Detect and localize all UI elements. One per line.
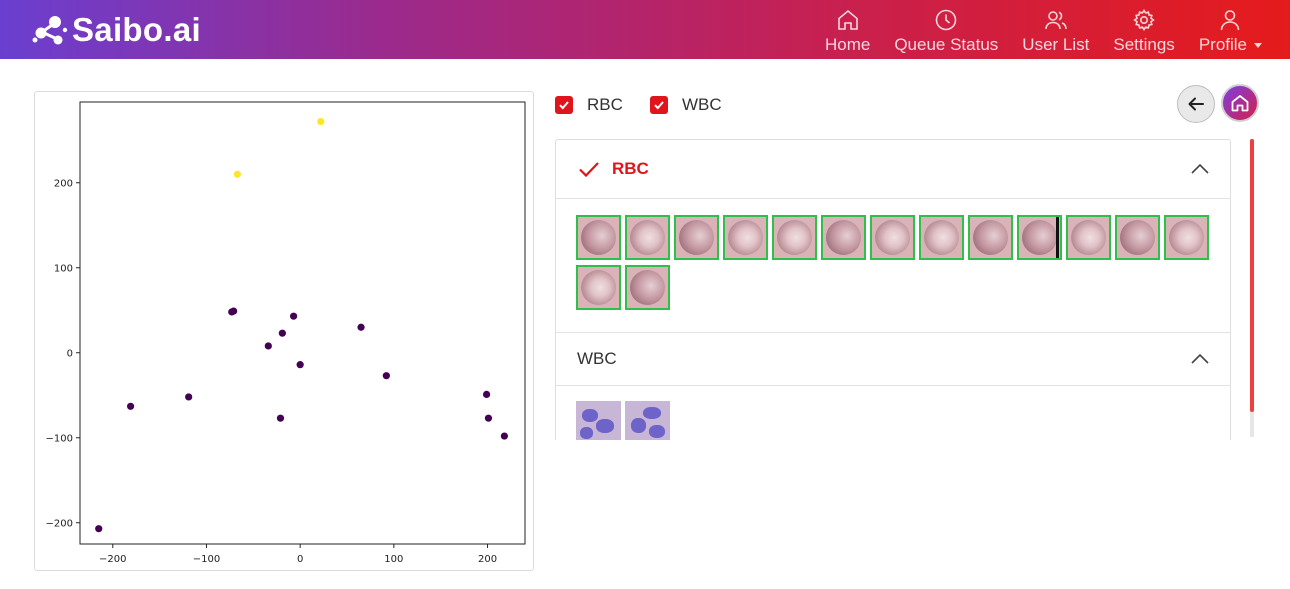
back-button[interactable]	[1177, 85, 1215, 123]
rbc-filter-label: RBC	[587, 95, 623, 114]
main-nav: Home Queue Status User List Settings	[801, 8, 1262, 55]
cell-accordion: RBC WBC	[555, 139, 1231, 440]
rbc-thumbnail[interactable]	[625, 265, 670, 310]
nav-profile-text: Profile	[1198, 35, 1247, 54]
check-mark-icon	[559, 101, 569, 110]
nav-home[interactable]: Home	[825, 8, 870, 55]
scatter-point	[230, 307, 238, 315]
scatter-point	[290, 312, 298, 320]
scatter-point	[317, 117, 325, 126]
x-tick-label: 100	[384, 554, 403, 565]
y-tick-label: 0	[67, 348, 73, 359]
rbc-thumbnail[interactable]	[723, 215, 768, 260]
arrow-left-icon	[1188, 97, 1204, 111]
scatter-point	[484, 414, 493, 422]
wbc-checkbox[interactable]	[650, 96, 668, 114]
rbc-thumbnail[interactable]	[1115, 215, 1160, 260]
rbc-thumbnail[interactable]	[772, 215, 817, 260]
scatter-point	[382, 372, 390, 380]
scatter-point	[233, 170, 241, 178]
home-button[interactable]	[1221, 84, 1259, 122]
scatter-point	[126, 402, 135, 410]
x-tick-label: 200	[478, 554, 497, 565]
gear-icon	[1133, 9, 1155, 31]
wbc-accordion-title: WBC	[577, 349, 617, 368]
rbc-thumbnail[interactable]	[1164, 215, 1209, 260]
scatter-point	[500, 432, 508, 440]
rbc-thumbnail[interactable]	[1066, 215, 1111, 260]
y-tick-label: 100	[54, 263, 73, 274]
scatter-point	[357, 323, 365, 331]
check-icon	[579, 162, 599, 178]
nav-home-label: Home	[824, 35, 871, 54]
rbc-thumbnail[interactable]	[625, 215, 670, 260]
rbc-thumbnail[interactable]	[821, 215, 866, 260]
filter-rbc[interactable]: RBC	[555, 95, 623, 115]
rbc-thumbnail[interactable]	[576, 215, 621, 260]
scatter-point	[185, 393, 193, 401]
caret-down-icon	[1254, 43, 1262, 49]
wbc-thumbnail[interactable]	[625, 401, 670, 440]
y-tick-label: 200	[54, 178, 73, 189]
nav-settings[interactable]: Settings	[1113, 8, 1175, 55]
user-icon	[1221, 10, 1240, 31]
top-navbar: Saibo.ai Home Queue Status User List	[0, 0, 1290, 59]
nav-queue-status[interactable]: Queue Status	[894, 8, 998, 55]
scatter-point	[264, 342, 272, 350]
scatter-plot: −200 −100 0 100 200 −200 −100 0 100 200	[46, 101, 526, 565]
scrollbar-thumb[interactable]	[1250, 139, 1254, 412]
plot-frame	[79, 101, 526, 545]
chevron-up-icon[interactable]	[1190, 353, 1210, 365]
filter-wbc[interactable]: WBC	[650, 95, 722, 115]
rbc-thumbnail[interactable]	[919, 215, 964, 260]
molecule-logo-icon	[32, 16, 68, 45]
x-tick-label: 0	[297, 554, 303, 565]
check-mark-icon	[654, 101, 664, 110]
wbc-thumbnail-grid	[576, 401, 1216, 440]
wbc-filter-label: WBC	[682, 95, 722, 114]
nav-queue-status-label: Queue Status	[894, 35, 999, 54]
rbc-accordion-header[interactable]: RBC	[556, 140, 1230, 199]
x-tick-label: −200	[99, 554, 126, 565]
scatter-point	[278, 329, 286, 337]
brand-logo[interactable]: Saibo.ai	[32, 12, 201, 48]
scatter-point	[276, 414, 285, 422]
nav-user-list[interactable]: User List	[1022, 8, 1089, 55]
x-tick-label: −100	[193, 554, 220, 565]
nav-user-list-label: User List	[1022, 35, 1090, 54]
panel-scrollbar[interactable]	[1250, 139, 1254, 437]
rbc-checkbox[interactable]	[555, 96, 573, 114]
scatter-point	[482, 390, 491, 398]
chevron-up-icon[interactable]	[1190, 163, 1210, 175]
scatter-point	[95, 525, 103, 533]
rbc-thumbnail[interactable]	[870, 215, 915, 260]
rbc-thumbnail[interactable]	[576, 265, 621, 310]
nav-profile[interactable]: Profile	[1199, 8, 1262, 55]
wbc-thumbnail[interactable]	[576, 401, 621, 440]
home-icon	[837, 9, 858, 30]
home-icon	[1231, 95, 1249, 112]
brand-name: Saibo.ai	[72, 11, 201, 48]
rbc-thumbnail[interactable]	[674, 215, 719, 260]
scatter-plot-card: −200 −100 0 100 200 −200 −100 0 100 200	[34, 91, 534, 571]
rbc-thumbnail-grid	[576, 215, 1216, 315]
users-icon	[1045, 11, 1067, 30]
scatter-point	[296, 361, 304, 369]
nav-settings-label: Settings	[1113, 35, 1175, 54]
y-tick-label: −200	[46, 518, 73, 529]
rbc-accordion-title: RBC	[612, 159, 649, 178]
rbc-thumbnail[interactable]	[968, 215, 1013, 260]
rbc-thumbnail[interactable]	[1017, 215, 1062, 260]
clock-icon	[936, 9, 957, 31]
nav-profile-label: Profile	[1199, 35, 1262, 55]
wbc-accordion-header[interactable]: WBC	[556, 332, 1230, 386]
y-tick-label: −100	[46, 433, 73, 444]
